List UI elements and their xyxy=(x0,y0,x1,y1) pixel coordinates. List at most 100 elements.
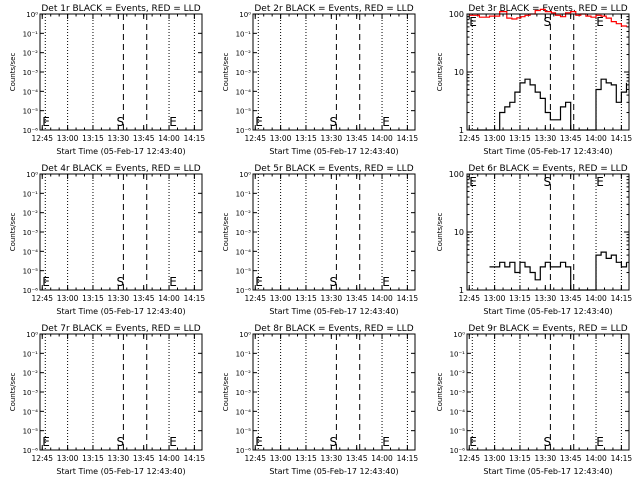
y-tick-label: 10⁻¹ xyxy=(23,190,39,198)
x-tick-label: 14:00 xyxy=(585,294,607,303)
plot-frame xyxy=(39,13,203,131)
x-tick-label: 13:00 xyxy=(270,134,292,143)
y-tick-label: 10⁻² xyxy=(236,210,252,218)
y-tick-label: 10⁻¹ xyxy=(450,350,466,358)
chart-2: Det 2r BLACK = Events, RED = LLD Counts/s… xyxy=(222,4,418,156)
x-tick-label: 13:15 xyxy=(509,294,531,303)
y-tick-label: 10⁻⁶ xyxy=(23,127,39,135)
x-tick-label: 13:30 xyxy=(535,454,557,463)
chart-3: Det 3r BLACK = Events, RED = LLD Counts/s… xyxy=(436,4,632,156)
y-tick-label: 10⁻³ xyxy=(236,229,252,237)
x-tick-label: 13:45 xyxy=(560,134,582,143)
chart-4: Det 4r BLACK = Events, RED = LLD Counts/s… xyxy=(9,164,205,316)
end-marker-label: E xyxy=(42,275,50,289)
x-tick-label: 13:00 xyxy=(484,294,506,303)
x-axis-label: Start Time (05-Feb-17 12:43:40) xyxy=(269,467,398,476)
start-marker-label: S xyxy=(117,115,125,129)
chart-title: Det 8r BLACK = Events, RED = LLD xyxy=(254,324,413,334)
y-tick-label: 10⁻² xyxy=(23,370,39,378)
y-tick-label: 10⁻⁵ xyxy=(23,428,39,436)
x-axis-label: Start Time (05-Feb-17 12:43:40) xyxy=(483,467,612,476)
y-tick-label: 10⁻⁶ xyxy=(236,127,252,135)
y-tick-label: 100 xyxy=(449,10,464,19)
x-tick-label: 13:45 xyxy=(560,294,582,303)
y-tick-label: 10⁻⁵ xyxy=(236,268,252,276)
end-marker-label: E xyxy=(596,175,604,189)
x-tick-label: 13:00 xyxy=(270,454,292,463)
x-tick-label: 13:45 xyxy=(346,454,368,463)
end-marker-label: E xyxy=(382,275,390,289)
x-tick-label: 13:15 xyxy=(82,134,104,143)
start-marker-label: S xyxy=(330,435,338,449)
y-tick-label: 10⁻² xyxy=(23,50,39,58)
x-axis-label: Start Time (05-Feb-17 12:43:40) xyxy=(483,147,612,156)
chart-title: Det 5r BLACK = Events, RED = LLD xyxy=(254,164,413,174)
y-tick-label: 10⁻¹ xyxy=(236,190,252,198)
y-tick-label: 10⁻⁴ xyxy=(23,408,39,416)
y-tick-label: 10⁻² xyxy=(23,210,39,218)
y-tick-label: 10⁻⁶ xyxy=(450,447,466,455)
plot-frame xyxy=(252,173,416,291)
x-tick-label: 13:00 xyxy=(484,454,506,463)
y-tick-label: 1 xyxy=(459,286,464,295)
y-tick-label: 10⁻¹ xyxy=(236,350,252,358)
start-marker-label: S xyxy=(330,275,338,289)
y-tick-label: 10⁰ xyxy=(239,171,251,179)
y-tick-label: 10⁻⁴ xyxy=(23,248,39,256)
x-tick-label: 12:45 xyxy=(458,134,480,143)
y-tick-label: 10⁻⁵ xyxy=(450,428,466,436)
plot-frame xyxy=(39,333,203,451)
y-tick-label: 10⁻¹ xyxy=(23,350,39,358)
x-tick-label: 13:30 xyxy=(108,134,130,143)
y-tick-label: 10⁰ xyxy=(239,331,251,339)
y-tick-label: 10⁻¹ xyxy=(23,30,39,38)
y-tick-label: 10⁻⁴ xyxy=(236,88,252,96)
chart-title: Det 1r BLACK = Events, RED = LLD xyxy=(41,4,200,14)
y-tick-label: 10⁰ xyxy=(239,11,251,19)
x-tick-label: 12:45 xyxy=(31,294,53,303)
x-tick-label: 14:15 xyxy=(184,454,206,463)
plot-frame xyxy=(466,173,630,291)
x-axis-label: Start Time (05-Feb-17 12:43:40) xyxy=(56,467,185,476)
y-tick-label: 10 xyxy=(454,68,464,77)
y-tick-label: 10⁻³ xyxy=(450,389,466,397)
end-marker-label: E xyxy=(596,435,604,449)
y-axis-label: Counts/sec xyxy=(9,213,17,252)
x-tick-label: 13:15 xyxy=(295,454,317,463)
chart-title: Det 3r BLACK = Events, RED = LLD xyxy=(468,4,627,14)
x-tick-label: 13:15 xyxy=(82,294,104,303)
chart-8: Det 8r BLACK = Events, RED = LLD Counts/s… xyxy=(222,324,418,476)
x-tick-label: 14:15 xyxy=(184,294,206,303)
y-tick-label: 10⁻⁶ xyxy=(23,287,39,295)
end-marker-label: E xyxy=(255,115,263,129)
x-tick-label: 14:00 xyxy=(371,134,393,143)
y-axis-label: Counts/sec xyxy=(436,213,444,252)
y-tick-label: 10⁻³ xyxy=(236,389,252,397)
end-marker-label: E xyxy=(255,435,263,449)
x-tick-label: 13:00 xyxy=(484,134,506,143)
x-tick-label: 14:15 xyxy=(611,454,633,463)
plot-frame xyxy=(252,13,416,131)
x-tick-label: 13:30 xyxy=(321,134,343,143)
end-marker-label: E xyxy=(382,435,390,449)
y-tick-label: 10⁻⁵ xyxy=(236,428,252,436)
y-tick-label: 10⁻² xyxy=(236,50,252,58)
x-tick-label: 14:15 xyxy=(184,134,206,143)
x-tick-label: 13:30 xyxy=(108,454,130,463)
y-tick-label: 10⁰ xyxy=(26,171,38,179)
x-tick-label: 13:15 xyxy=(509,134,531,143)
x-tick-label: 12:45 xyxy=(244,294,266,303)
x-tick-label: 13:45 xyxy=(133,134,155,143)
end-marker-label: E xyxy=(42,115,50,129)
x-tick-label: 13:15 xyxy=(295,294,317,303)
y-axis-label: Counts/sec xyxy=(436,53,444,92)
chart-title: Det 9r BLACK = Events, RED = LLD xyxy=(468,324,627,334)
x-tick-label: 13:45 xyxy=(133,294,155,303)
x-tick-label: 14:00 xyxy=(158,134,180,143)
x-tick-label: 13:15 xyxy=(82,454,104,463)
y-tick-label: 10⁻⁶ xyxy=(236,447,252,455)
x-tick-label: 13:30 xyxy=(108,294,130,303)
y-axis-label: Counts/sec xyxy=(9,53,17,92)
x-tick-label: 14:15 xyxy=(397,134,419,143)
